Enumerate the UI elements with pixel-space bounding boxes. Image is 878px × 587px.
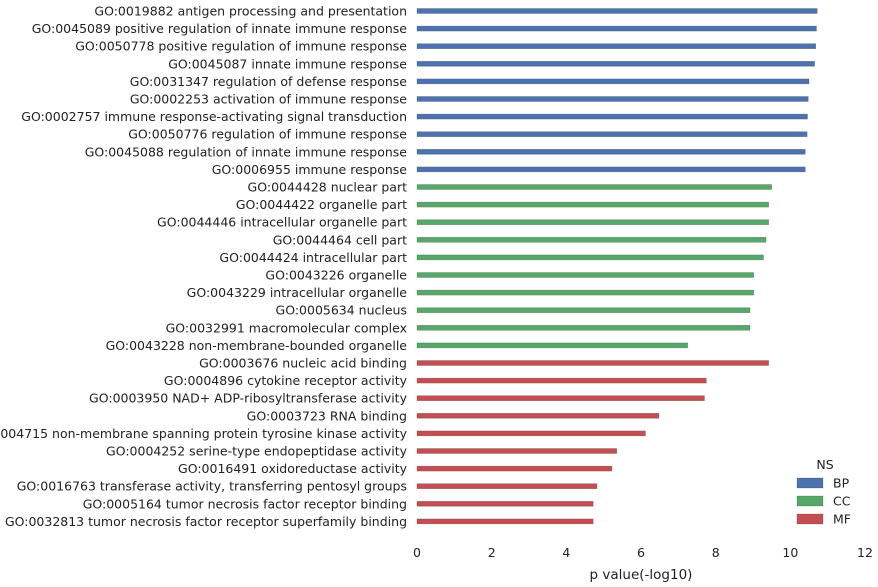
category-label-17: GO:0043229 intracellular organelle xyxy=(187,285,408,300)
bar-16 xyxy=(416,272,755,278)
category-label-21: GO:0003676 nucleic acid binding xyxy=(199,356,407,371)
legend-label-cc: CC xyxy=(833,494,851,509)
category-label-12: GO:0044422 organelle part xyxy=(236,197,407,212)
bar-2 xyxy=(416,25,817,32)
x-tick-label-12: 12 xyxy=(857,545,873,560)
category-label-23: GO:0003950 NAD+ ADP-ribosyltransferase a… xyxy=(89,391,408,406)
category-label-14: GO:0044464 cell part xyxy=(273,232,407,247)
category-label-25: GO:0004715 non-membrane spanning protein… xyxy=(0,426,408,441)
category-label-3: GO:0050778 positive regulation of immune… xyxy=(75,39,407,54)
bar-18 xyxy=(416,307,751,314)
x-tick-label-10: 10 xyxy=(782,545,798,560)
bars-group xyxy=(416,8,818,525)
bar-24 xyxy=(416,412,660,419)
bar-29 xyxy=(416,500,594,507)
bar-9 xyxy=(416,149,806,155)
bar-23 xyxy=(416,395,705,402)
x-tick-label-4: 4 xyxy=(562,545,570,560)
bar-15 xyxy=(416,254,764,261)
bar-10 xyxy=(416,166,806,173)
category-label-20: GO:0043228 non-membrane-bounded organell… xyxy=(106,338,408,353)
bar-17 xyxy=(416,289,755,296)
category-label-5: GO:0031347 regulation of defense respons… xyxy=(130,74,408,89)
bar-5 xyxy=(416,78,810,85)
category-label-11: GO:0044428 nuclear part xyxy=(248,180,408,195)
legend-swatch-cc xyxy=(796,495,824,507)
bar-7 xyxy=(416,113,808,120)
category-label-15: GO:0044424 intracellular part xyxy=(219,250,407,265)
category-label-18: GO:0005634 nucleus xyxy=(276,303,407,318)
category-label-28: GO:0016763 transferase activity, transfe… xyxy=(17,479,407,494)
category-label-26: GO:0004252 serine-type endopeptidase act… xyxy=(106,444,408,459)
legend-swatch-bp xyxy=(796,477,824,489)
bar-4 xyxy=(416,60,815,67)
legend: NS BP CC MF xyxy=(796,457,851,527)
category-label-1: GO:0019882 antigen processing and presen… xyxy=(94,4,407,19)
category-label-13: GO:0044446 intracellular organelle part xyxy=(157,215,407,230)
x-tick-label-8: 8 xyxy=(712,545,720,560)
x-tick-label-6: 6 xyxy=(637,545,645,560)
bar-30 xyxy=(416,518,594,525)
category-label-10: GO:0006955 immune response xyxy=(212,162,408,177)
x-tick-label-0: 0 xyxy=(413,545,421,560)
legend-label-mf: MF xyxy=(833,512,851,527)
bar-27 xyxy=(416,465,613,472)
category-label-24: GO:0003723 RNA binding xyxy=(247,408,407,423)
bar-14 xyxy=(416,237,767,243)
category-label-19: GO:0032991 macromolecular complex xyxy=(166,320,407,335)
category-label-8: GO:0050776 regulation of immune response xyxy=(128,127,407,142)
x-axis-ticks: 0 2 4 6 8 10 12 xyxy=(413,545,873,560)
category-label-27: GO:0016491 oxidoreductase activity xyxy=(178,461,408,476)
category-labels-group: GO:0019882 antigen processing and presen… xyxy=(0,4,408,529)
bar-8 xyxy=(416,131,808,137)
bar-28 xyxy=(416,483,598,490)
category-label-7: GO:0002757 immune response-activating si… xyxy=(21,109,407,124)
category-label-2: GO:0045089 positive regulation of innate… xyxy=(32,21,408,36)
legend-swatch-mf xyxy=(796,513,824,525)
category-label-30: GO:0032813 tumor necrosis factor recepto… xyxy=(5,514,407,529)
category-label-4: GO:0045087 innate immune response xyxy=(168,56,407,71)
category-label-22: GO:0004896 cytokine receptor activity xyxy=(164,373,408,388)
category-label-9: GO:0045088 regulation of innate immune r… xyxy=(85,144,408,159)
legend-title: NS xyxy=(816,457,833,472)
bar-19 xyxy=(416,324,751,331)
bar-26 xyxy=(416,448,618,454)
x-tick-label-2: 2 xyxy=(488,545,496,560)
bar-6 xyxy=(416,96,809,102)
bar-25 xyxy=(416,430,646,437)
bar-21 xyxy=(416,360,769,366)
bar-22 xyxy=(416,377,707,384)
legend-label-bp: BP xyxy=(833,476,850,491)
category-label-6: GO:0002253 activation of immune response xyxy=(130,92,407,107)
bar-11 xyxy=(416,184,772,190)
bar-1 xyxy=(416,8,818,14)
bar-12 xyxy=(416,201,769,208)
bar-3 xyxy=(416,43,817,50)
bar-20 xyxy=(416,342,688,349)
bar-13 xyxy=(416,219,769,225)
category-label-29: GO:0005164 tumor necrosis factor recepto… xyxy=(83,496,407,511)
x-axis-label: p value(-log10) xyxy=(590,567,693,583)
category-label-16: GO:0043226 organelle xyxy=(265,268,407,283)
